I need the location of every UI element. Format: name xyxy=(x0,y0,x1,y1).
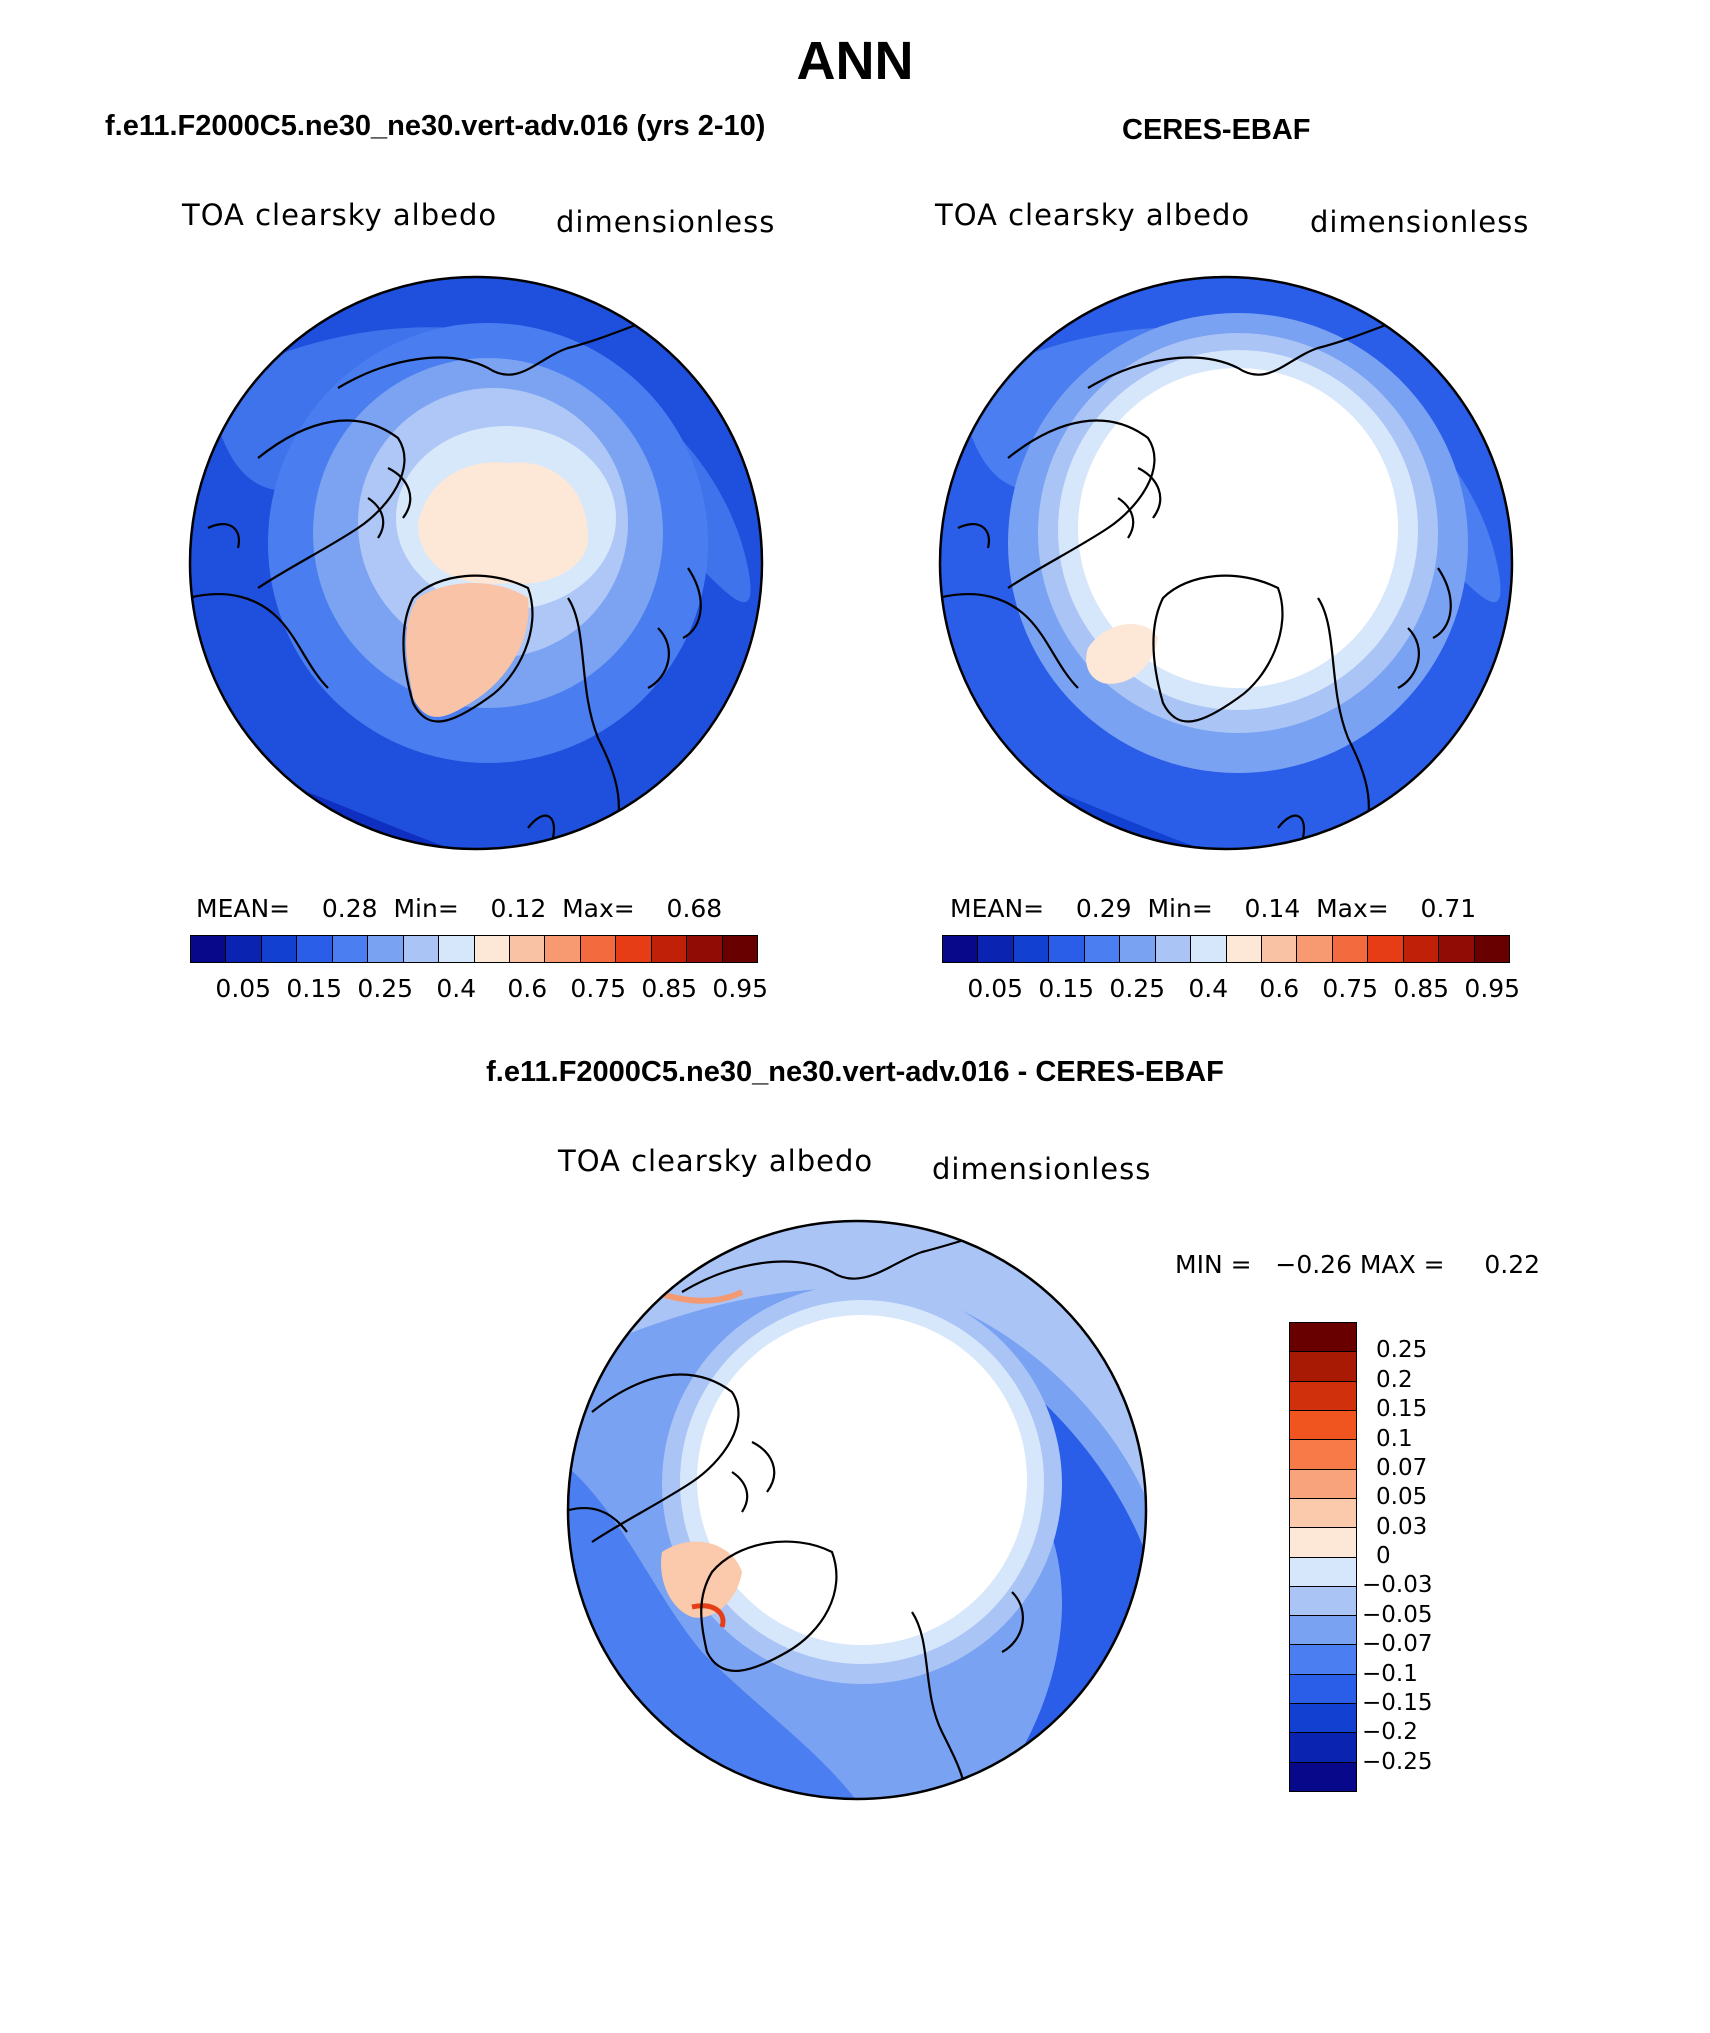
colorbar-tick-label: 0.25 xyxy=(1376,1337,1428,1364)
colorbar-tick-label: 0.15 xyxy=(286,974,343,1003)
panel2-units-label: dimensionless xyxy=(1310,205,1530,239)
colorbar-swatch xyxy=(1290,1323,1356,1353)
colorbar-swatch xyxy=(261,936,298,962)
colorbar-swatch xyxy=(616,936,652,962)
colorbar-swatch xyxy=(1049,936,1085,962)
colorbar-swatch xyxy=(1297,936,1333,962)
colorbar-swatch xyxy=(191,936,227,962)
colorbar-swatch xyxy=(1290,1469,1356,1499)
colorbar-tick-label: 0.05 xyxy=(1376,1484,1428,1511)
colorbar-swatch xyxy=(651,936,688,962)
figure-title: ANN xyxy=(796,31,914,91)
colorbar-tick-label: 0.07 xyxy=(1376,1454,1428,1481)
colorbar-swatch xyxy=(474,936,510,962)
panel2-variable-label: TOA clearsky albedo xyxy=(935,198,1251,232)
colorbar-swatch xyxy=(297,936,333,962)
colorbar-tick-label: −0.05 xyxy=(1362,1601,1433,1628)
colorbar-tick-label: 0 xyxy=(1376,1543,1391,1569)
colorbar-tick-label: 0.25 xyxy=(1109,974,1166,1003)
colorbar-tick-label: −0.07 xyxy=(1362,1631,1433,1658)
panel2-polar-map xyxy=(938,275,1514,851)
diff-panel-title: f.e11.F2000C5.ne30_ne30.vert-adv.016 - C… xyxy=(486,1056,1224,1088)
colorbar-tick-label: 0.75 xyxy=(1322,974,1379,1003)
colorbar-tick-label: 0.4 xyxy=(1188,974,1229,1003)
panel3-polar-map xyxy=(566,1219,1148,1801)
colorbar-swatch xyxy=(1155,936,1192,962)
panel2-title: CERES-EBAF xyxy=(1122,114,1311,146)
colorbar-swatch xyxy=(722,936,757,962)
colorbar-swatch xyxy=(1290,1762,1356,1791)
colorbar-tick-label: 0.4 xyxy=(436,974,477,1003)
colorbar-swatch xyxy=(403,936,440,962)
colorbar-swatch xyxy=(1290,1616,1356,1646)
colorbar-swatch xyxy=(1290,1586,1356,1617)
panel3-minmax: MIN = −0.26 MAX = 0.22 xyxy=(1175,1250,1541,1279)
colorbar-swatch xyxy=(943,936,979,962)
colorbar-swatch xyxy=(1332,936,1369,962)
colorbar-swatch xyxy=(1403,936,1440,962)
panel3-units-label: dimensionless xyxy=(932,1152,1152,1186)
colorbar-tick-label: −0.25 xyxy=(1362,1748,1433,1775)
colorbar-tick-label: −0.2 xyxy=(1362,1719,1418,1746)
panel1-units-label: dimensionless xyxy=(556,205,776,239)
panel1-variable-label: TOA clearsky albedo xyxy=(182,198,498,232)
colorbar-tick-label: 0.75 xyxy=(570,974,627,1003)
colorbar-swatch xyxy=(1439,936,1475,962)
colorbar-swatch xyxy=(1290,1381,1356,1411)
colorbar-swatch xyxy=(1261,936,1298,962)
colorbar-swatch xyxy=(332,936,369,962)
colorbar-swatch xyxy=(580,936,617,962)
colorbar-tick-label: 0.85 xyxy=(1393,974,1450,1003)
colorbar-swatch xyxy=(1368,936,1404,962)
colorbar-swatch xyxy=(1290,1410,1356,1441)
colorbar-tick-label: 0.05 xyxy=(215,974,272,1003)
colorbar-tick-label: 0.15 xyxy=(1376,1396,1428,1423)
colorbar-swatch xyxy=(1084,936,1121,962)
colorbar-swatch xyxy=(439,936,475,962)
colorbar-swatch xyxy=(1290,1557,1356,1587)
colorbar-swatch xyxy=(1120,936,1156,962)
colorbar-swatch xyxy=(1290,1352,1356,1382)
panel1-title: f.e11.F2000C5.ne30_ne30.vert-adv.016 (yr… xyxy=(105,110,766,142)
colorbar-swatch xyxy=(1290,1440,1356,1470)
panel3-colorbar xyxy=(1289,1322,1357,1792)
panel3-variable-label: TOA clearsky albedo xyxy=(558,1144,874,1178)
colorbar-tick-label: 0.03 xyxy=(1376,1513,1428,1540)
colorbar-tick-label: −0.15 xyxy=(1362,1689,1433,1716)
colorbar-swatch xyxy=(226,936,262,962)
colorbar-tick-label: 0.6 xyxy=(1259,974,1300,1003)
colorbar-tick-label: −0.03 xyxy=(1362,1572,1433,1599)
colorbar-tick-label: −0.1 xyxy=(1362,1660,1418,1687)
colorbar-tick-label: 0.85 xyxy=(641,974,698,1003)
colorbar-tick-label: 0.15 xyxy=(1038,974,1095,1003)
colorbar-swatch xyxy=(1290,1733,1356,1763)
colorbar-swatch xyxy=(1226,936,1262,962)
colorbar-swatch xyxy=(1290,1674,1356,1705)
colorbar-tick-label: 0.95 xyxy=(1464,974,1521,1003)
colorbar-swatch xyxy=(1290,1645,1356,1675)
colorbar-swatch xyxy=(1290,1498,1356,1529)
colorbar-tick-label: 0.2 xyxy=(1376,1366,1413,1393)
colorbar-swatch xyxy=(978,936,1014,962)
panel1-stats: MEAN= 0.28 Min= 0.12 Max= 0.68 xyxy=(196,894,723,923)
colorbar-tick-label: 0.25 xyxy=(357,974,414,1003)
colorbar-swatch xyxy=(1013,936,1050,962)
panel1-polar-map xyxy=(188,275,764,851)
colorbar-swatch xyxy=(368,936,404,962)
colorbar-tick-label: 0.95 xyxy=(712,974,769,1003)
panel1-colorbar xyxy=(190,935,758,963)
panel2-stats: MEAN= 0.29 Min= 0.14 Max= 0.71 xyxy=(950,894,1477,923)
colorbar-swatch xyxy=(545,936,581,962)
colorbar-tick-label: 0.05 xyxy=(967,974,1024,1003)
colorbar-tick-label: 0.6 xyxy=(507,974,548,1003)
colorbar-swatch xyxy=(509,936,546,962)
panel2-colorbar xyxy=(942,935,1510,963)
colorbar-swatch xyxy=(687,936,723,962)
colorbar-swatch xyxy=(1290,1528,1356,1558)
colorbar-tick-label: 0.1 xyxy=(1376,1425,1413,1452)
colorbar-swatch xyxy=(1191,936,1227,962)
colorbar-swatch xyxy=(1474,936,1509,962)
colorbar-swatch xyxy=(1290,1704,1356,1734)
